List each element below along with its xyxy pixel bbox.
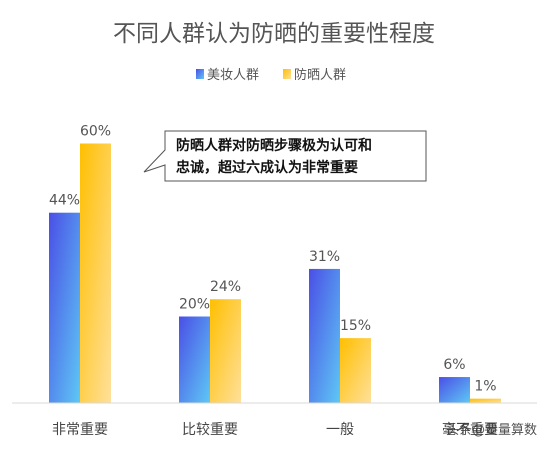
value-labels-group: 44% 60% 20%24% 31% 15% 6% 1% — [49, 124, 497, 395]
callout-line-2: 忠诚，超过六成认为非常重要 — [176, 159, 358, 176]
legend-label-series-2: 防晒人群 — [294, 67, 346, 83]
value-label-1-4: 6% — [443, 357, 465, 373]
x-tick-label-2: 比较重要 — [182, 422, 238, 438]
legend-swatch-series-1 — [196, 69, 204, 79]
value-label-2-4: 1% — [474, 379, 496, 395]
bars-group — [49, 143, 501, 403]
value-label-2-3: 15% — [340, 318, 371, 334]
annotation-callout: 防晒人群对防晒步骤极为认可和 忠诚，超过六成认为非常重要 — [143, 130, 427, 182]
callout-line-1: 防晒人群对防晒步骤极为认可和 — [176, 137, 372, 154]
x-tick-label-1: 非常重要 — [52, 422, 108, 438]
value-label-1-2: 20% — [179, 297, 210, 313]
watermark: 头条@量量算数 — [446, 422, 537, 438]
value-label-2-2: 24% — [210, 279, 241, 295]
bar-1-4 — [439, 377, 470, 403]
bar-2-2 — [210, 299, 241, 403]
bar-1-3 — [309, 268, 340, 403]
chart-title: 不同人群认为防晒的重要性程度 — [113, 21, 435, 47]
bar-1-1 — [49, 212, 80, 403]
bar-2-1 — [80, 143, 111, 403]
value-label-1-3: 31% — [309, 249, 340, 265]
value-label-1-1: 44% — [49, 193, 80, 209]
legend: 美妆人群 防晒人群 — [196, 67, 346, 83]
bar-2-3 — [340, 338, 371, 403]
legend-label-series-1: 美妆人群 — [207, 68, 259, 83]
x-tick-label-4: 毫不重要 — [442, 421, 498, 438]
bar-1-2 — [179, 316, 210, 403]
x-axis-labels: 非常重要 比较重要 一般 毫不重要 — [52, 421, 498, 438]
legend-swatch-series-2 — [283, 69, 291, 79]
bar-2-4 — [470, 398, 501, 403]
value-label-2-1: 60% — [80, 124, 111, 140]
callout-box — [143, 130, 427, 182]
x-tick-label-3: 一般 — [326, 422, 354, 438]
